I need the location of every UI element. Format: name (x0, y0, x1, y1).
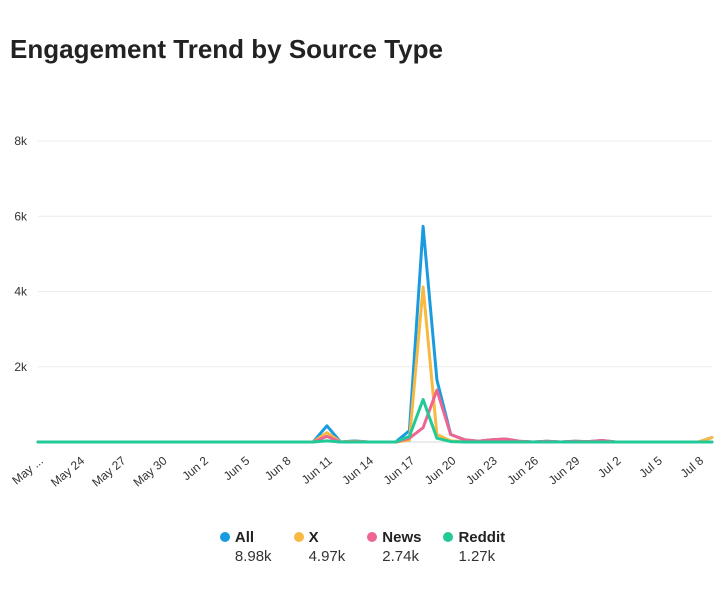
x-tick-label: Jun 2 (179, 453, 211, 483)
legend-label-x: X (308, 528, 319, 546)
x-tick-label: Jul 2 (595, 453, 624, 480)
legend-item-all[interactable]: All 8.98k (219, 528, 272, 565)
series-line-all[interactable] (36, 224, 714, 444)
x-tick-label: May 24 (48, 453, 87, 489)
chart-title: Engagement Trend by Source Type (10, 34, 443, 64)
x-tick-label: Jun 11 (299, 453, 335, 487)
legend-dot-x (293, 532, 304, 542)
y-axis-ticks: 8k 6k 4k 2k (14, 134, 28, 374)
legend-item-x[interactable]: X 4.97k (293, 528, 346, 565)
line-chart: 8k 6k 4k 2k May ... May 24 May 27 May 30 Jun 2 J… (9, 134, 714, 490)
x-tick-label: Jun 5 (221, 453, 253, 483)
chart-legend: All 8.98k X 4.97k News 2.74k Reddit 1.27… (0, 528, 725, 565)
y-tick-label: 6k (14, 209, 28, 223)
legend-dot-reddit (443, 532, 454, 542)
grid-lines (38, 140, 712, 443)
x-axis-ticks: May ... May 24 May 27 May 30 Jun 2 Jun 5 Jun 8… (9, 453, 706, 489)
y-tick-label: 8k (14, 134, 28, 148)
series-line-news[interactable] (36, 388, 714, 444)
x-tick-label: Jun 26 (505, 453, 542, 487)
series-lines (36, 224, 714, 444)
y-tick-label: 2k (14, 360, 28, 374)
legend-total-x: 4.97k (308, 548, 346, 565)
x-tick-label: Jul 8 (678, 453, 707, 480)
legend-label-reddit: Reddit (458, 528, 506, 546)
series-line-x[interactable] (36, 285, 714, 444)
legend-total-all: 8.98k (234, 548, 272, 565)
series-line-reddit[interactable] (36, 398, 714, 444)
x-tick-label: Jun 14 (339, 453, 376, 487)
y-tick-label: 4k (14, 285, 28, 299)
legend-total-news: 2.74k (382, 548, 419, 565)
x-tick-label: Jun 29 (546, 453, 583, 487)
x-tick-label: May ... (9, 454, 46, 488)
x-tick-label: Jun 17 (381, 453, 418, 487)
legend-label-news: News (382, 528, 422, 546)
legend-label-all: All (234, 528, 255, 546)
legend-total-reddit: 1.27k (458, 548, 496, 565)
legend-dot-news (367, 532, 378, 542)
x-tick-label: Jun 23 (463, 453, 500, 487)
legend-item-news[interactable]: News 2.74k (367, 528, 421, 565)
x-tick-label: May 30 (131, 453, 170, 489)
x-tick-label: Jun 8 (262, 453, 294, 483)
x-tick-label: May 27 (89, 453, 128, 489)
x-tick-label: Jul 5 (636, 453, 665, 480)
legend-item-reddit[interactable]: Reddit 1.27k (443, 528, 505, 565)
legend-dot-all (219, 532, 230, 542)
x-tick-label: Jun 20 (422, 453, 459, 487)
